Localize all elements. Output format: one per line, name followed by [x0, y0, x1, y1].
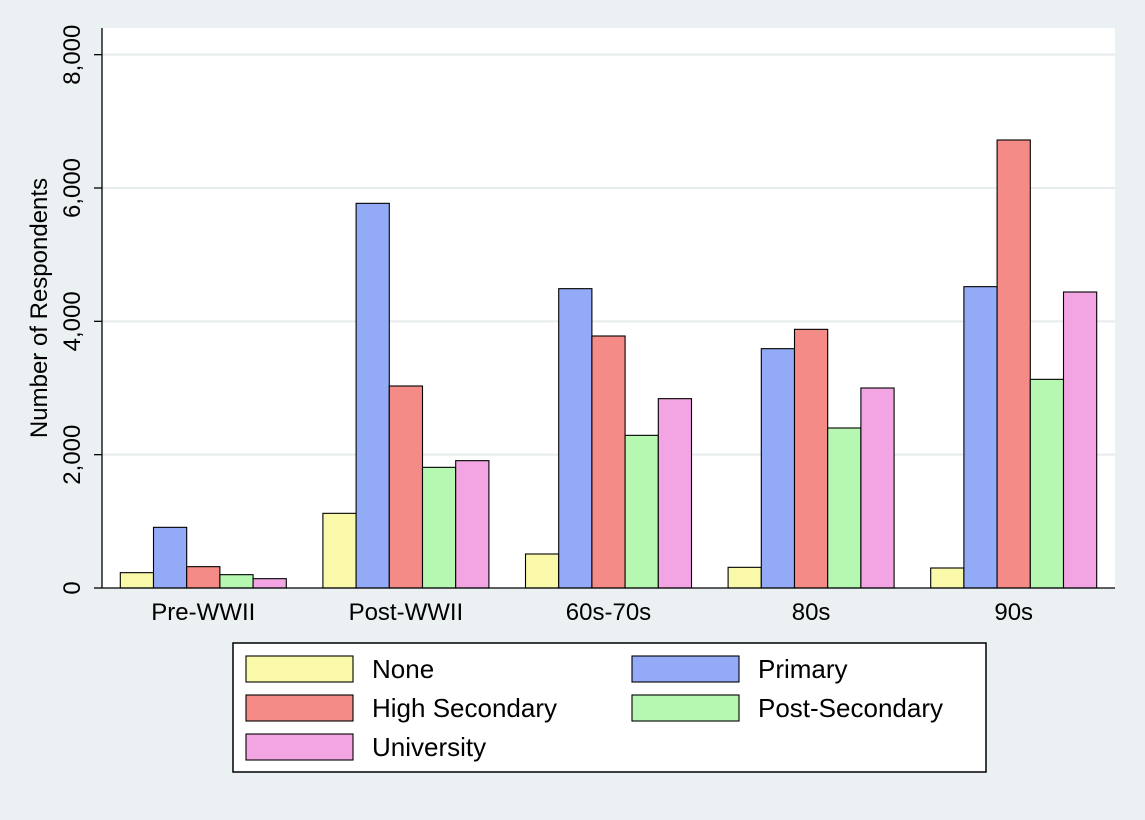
bar: [930, 567, 965, 589]
bar: [388, 385, 424, 589]
bar: [455, 460, 490, 589]
legend-swatch: [631, 655, 740, 683]
bar: [322, 512, 357, 589]
legend-swatch: [245, 694, 354, 722]
y-tick-label: 0: [59, 581, 86, 594]
x-tick-label: 60s-70s: [566, 599, 651, 626]
legend-box: [232, 642, 987, 773]
bar: [657, 398, 693, 589]
y-tick-label: 2,000: [59, 425, 86, 485]
bar: [624, 434, 659, 589]
bar: [524, 553, 560, 589]
bar: [355, 202, 390, 589]
bar: [996, 139, 1031, 589]
bar: [186, 566, 221, 589]
bar: [860, 387, 895, 589]
legend-label: University: [372, 732, 486, 762]
bar: [760, 348, 796, 589]
bar: [152, 526, 188, 589]
legend-swatch: [245, 655, 354, 683]
legend-swatch: [631, 694, 740, 722]
legend-label: Primary: [758, 654, 848, 684]
gridlines: [102, 53, 1115, 456]
bar: [1062, 291, 1098, 589]
bar: [421, 466, 457, 589]
bar: [827, 427, 862, 589]
bar: [119, 572, 155, 589]
bar: [793, 328, 829, 589]
x-tick-label: Post-WWII: [349, 599, 464, 626]
bars: [119, 139, 1098, 589]
bar: [963, 286, 998, 589]
legend-label: None: [372, 654, 434, 684]
x-tick-label: Pre-WWII: [151, 599, 255, 626]
bar: [591, 335, 626, 589]
legend-swatch: [245, 733, 354, 761]
y-tick-label: 6,000: [59, 158, 86, 218]
y-axis-title: Number of Respondents: [26, 178, 53, 438]
y-tick-label: 4,000: [59, 291, 86, 351]
axes: 0 2,000 4,000 6,000 8,000 Pre-WWII Post-WWII 60…: [59, 25, 1115, 626]
x-tick-label: 80s: [792, 599, 831, 626]
bar: [558, 288, 593, 589]
legend-label: High Secondary: [372, 693, 557, 723]
bar: [1029, 378, 1065, 589]
x-tick-label: 90s: [994, 599, 1033, 626]
bar: [727, 566, 762, 589]
legend: None Primary High Secondary Post-Secondary U…: [232, 642, 987, 773]
bar: [219, 574, 254, 589]
y-tick-label: 8,000: [59, 25, 86, 85]
legend-label: Post-Secondary: [758, 693, 943, 723]
bar: [252, 578, 287, 589]
